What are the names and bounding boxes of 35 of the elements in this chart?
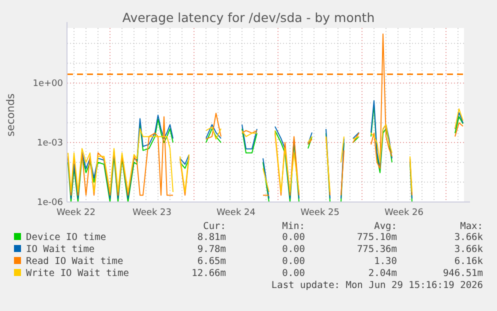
y-tick-label: 1e+00 xyxy=(32,79,64,90)
text: Cur: xyxy=(203,221,226,232)
text: 0.00 xyxy=(282,232,306,243)
chart-title: Average latency for /dev/sda - by month xyxy=(122,10,375,25)
text: 946.51m xyxy=(442,268,484,279)
x-tick-label: Week 26 xyxy=(384,208,424,218)
text: 8.81m xyxy=(197,232,226,243)
text: 0.00 xyxy=(282,244,306,255)
legend-label: Read IO Wait time xyxy=(26,256,124,267)
text: 0.00 xyxy=(282,256,306,267)
x-tick-label: Week 23 xyxy=(132,208,172,218)
text: 9.78m xyxy=(197,244,226,255)
y-axis-title: seconds xyxy=(5,94,17,136)
x-tick-label: Week 24 xyxy=(216,208,256,218)
y-tick-label: 1e-06 xyxy=(37,198,64,208)
legend-label: Write IO Wait time xyxy=(26,268,130,279)
text: 1.30 xyxy=(374,256,398,267)
text: 775.10m xyxy=(356,232,398,243)
text: 6.16k xyxy=(454,256,484,267)
y-tick-label: 1e-03 xyxy=(37,138,63,149)
text: 12.66m xyxy=(192,268,226,279)
x-tick-label: Week 22 xyxy=(56,208,96,218)
text: 6.65m xyxy=(197,256,226,267)
legend-label: Device IO time xyxy=(26,232,106,243)
text: 775.36m xyxy=(356,244,398,255)
text: Min: xyxy=(282,221,305,232)
text: Max: xyxy=(460,221,483,232)
text: 0.00 xyxy=(282,268,306,279)
legend-label: IO Wait time xyxy=(26,244,95,255)
text: Avg: xyxy=(374,221,397,232)
text: 3.66k xyxy=(454,244,484,255)
text: Last update: Mon Jun 29 15:16:19 2026 xyxy=(271,280,484,291)
x-tick-label: Week 25 xyxy=(300,208,340,218)
text: 3.66k xyxy=(454,232,484,243)
text: 2.04m xyxy=(368,268,398,279)
